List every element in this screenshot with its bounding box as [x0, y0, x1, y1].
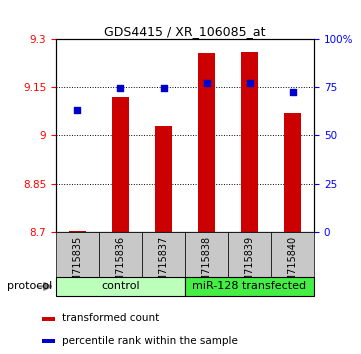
Point [118, 85, 123, 91]
Bar [99, 232, 142, 278]
Bar [43, 316, 55, 321]
Text: percentile rank within the sample: percentile rank within the sample [61, 336, 238, 346]
Text: GSM715835: GSM715835 [73, 235, 82, 295]
Bar [142, 232, 185, 278]
Point [204, 80, 209, 86]
Text: GSM715838: GSM715838 [201, 235, 212, 295]
Point [75, 107, 81, 113]
Point [161, 85, 166, 91]
Point [290, 89, 295, 95]
Text: GSM715840: GSM715840 [288, 235, 297, 295]
Bar [284, 113, 301, 232]
Text: GSM715837: GSM715837 [158, 235, 169, 295]
Bar [155, 126, 172, 232]
Bar [56, 277, 185, 296]
Text: control: control [101, 281, 140, 291]
Bar [185, 232, 228, 278]
Bar [228, 232, 271, 278]
Bar [198, 53, 215, 232]
Bar [241, 52, 258, 232]
Text: GSM715836: GSM715836 [116, 235, 126, 295]
Title: GDS4415 / XR_106085_at: GDS4415 / XR_106085_at [104, 25, 266, 38]
Bar [43, 339, 55, 343]
Bar [56, 232, 99, 278]
Text: miR-128 transfected: miR-128 transfected [192, 281, 306, 291]
Bar [185, 277, 314, 296]
Bar [271, 232, 314, 278]
Bar [69, 231, 86, 232]
Text: GSM715839: GSM715839 [244, 235, 255, 295]
Text: protocol: protocol [7, 281, 52, 291]
Bar [112, 97, 129, 232]
Text: transformed count: transformed count [61, 313, 159, 324]
Point [247, 80, 252, 86]
